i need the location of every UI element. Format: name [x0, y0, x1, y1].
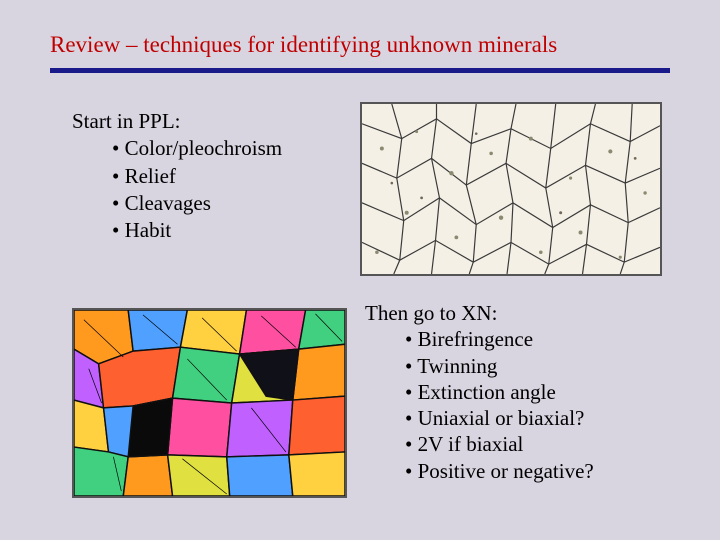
ppl-item: • Cleavages: [112, 190, 282, 217]
xn-item: • 2V if biaxial: [405, 431, 594, 457]
ppl-heading: Start in PPL:: [72, 108, 282, 135]
xn-item: • Extinction angle: [405, 379, 594, 405]
xn-heading: Then go to XN:: [365, 300, 594, 326]
title-underline: [50, 68, 670, 73]
xn-text-block: Then go to XN: • Birefringence • Twinnin…: [365, 300, 594, 484]
ppl-micrograph: [360, 102, 662, 276]
xn-item: • Twinning: [405, 353, 594, 379]
ppl-text-block: Start in PPL: • Color/pleochroism • Reli…: [72, 108, 282, 244]
xn-micrograph: [72, 308, 347, 498]
ppl-item: • Relief: [112, 163, 282, 190]
xn-item: • Uniaxial or biaxial?: [405, 405, 594, 431]
ppl-item: • Habit: [112, 217, 282, 244]
ppl-item: • Color/pleochroism: [112, 135, 282, 162]
page-title: Review – techniques for identifying unkn…: [50, 32, 557, 58]
xn-item: • Birefringence: [405, 326, 594, 352]
xn-item: • Positive or negative?: [405, 458, 594, 484]
